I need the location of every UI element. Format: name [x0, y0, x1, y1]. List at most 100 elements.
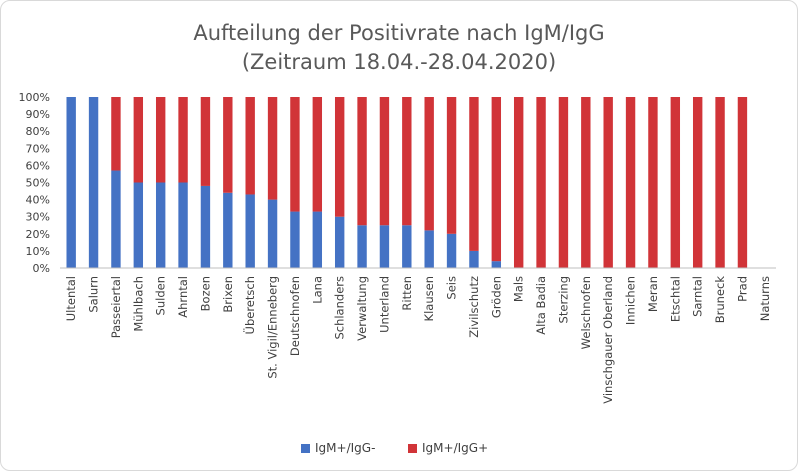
legend-label: IgM+/IgG+: [422, 441, 488, 455]
y-tick-label: 90%: [26, 108, 50, 121]
bar-segment-igg-pos: [155, 97, 166, 183]
x-tick-label: Überetsch: [241, 276, 257, 334]
x-tick-label: Zivilschutz: [467, 276, 481, 338]
bar-segment-igg-neg: [357, 225, 367, 268]
x-tick-label: St. Vigil/Enneberg: [266, 276, 280, 379]
y-tick-label: 30%: [26, 211, 50, 224]
bar-segment-igg-pos: [446, 97, 457, 234]
chart-subtitle: (Zeitraum 18.04.-28.04.2020): [242, 50, 556, 74]
bar-segment-igg-neg: [88, 97, 99, 268]
y-tick-label: 0%: [33, 262, 50, 275]
chart-title: Aufteilung der Positivrate nach IgM/IgG: [193, 21, 604, 45]
bar-segment-igg-neg: [245, 194, 255, 268]
bar-segment-igg-pos: [379, 97, 390, 226]
x-tick-label: Prad: [735, 276, 749, 302]
y-tick-label: 40%: [26, 194, 50, 207]
bar-segment-igg-neg: [379, 225, 390, 268]
bar-segment-igg-neg: [66, 97, 76, 268]
x-tick-label: Ultental: [64, 276, 78, 321]
bar-segment-igg-pos: [133, 97, 144, 183]
x-tick-label: Deutschnofen: [288, 276, 302, 356]
bar-segment-igg-pos: [648, 97, 658, 268]
x-tick-label: Alta Badia: [534, 276, 548, 335]
bar-segment-igg-pos: [469, 97, 479, 251]
x-tick-label: Salurn: [87, 276, 101, 313]
x-tick-label: Sulden: [154, 276, 168, 315]
bar-segment-igg-pos: [491, 97, 502, 262]
y-tick-label: 20%: [26, 228, 50, 241]
x-tick-label: Etschtal: [668, 276, 682, 322]
y-tick-label: 70%: [26, 142, 50, 155]
bar-segment-igg-pos: [603, 97, 613, 268]
bar-segment-igg-neg: [402, 225, 412, 268]
bar-segment-igg-neg: [312, 211, 323, 268]
bar-segment-igg-pos: [692, 97, 703, 268]
x-tick-label: Welschnofen: [579, 276, 593, 349]
x-tick-label: Innichen: [624, 276, 638, 325]
bar-segment-igg-neg: [290, 211, 300, 268]
bar-segment-igg-neg: [446, 233, 457, 268]
bar-segment-igg-neg: [111, 170, 121, 268]
bar-segment-igg-pos: [625, 97, 636, 268]
x-tick-label: Verwaltung: [355, 276, 369, 341]
bar-segment-igg-pos: [558, 97, 569, 268]
x-tick-label: Bozen: [198, 276, 212, 311]
bar-segment-igg-pos: [178, 97, 188, 183]
x-tick-label: Naturns: [758, 276, 772, 321]
bar-segment-igg-neg: [178, 182, 188, 268]
bar-segment-igg-pos: [513, 97, 524, 268]
x-tick-label: Ritten: [400, 276, 414, 311]
bar-segment-igg-pos: [245, 97, 255, 195]
x-tick-label: Klausen: [422, 276, 436, 321]
x-tick-label: Lana: [310, 276, 324, 304]
x-tick-label: Mals: [512, 276, 526, 302]
bar-segment-igg-pos: [737, 97, 748, 268]
x-tick-label: Sterzing: [556, 276, 570, 323]
bar-segment-igg-pos: [670, 97, 681, 268]
bar-segment-igg-pos: [357, 97, 367, 226]
bar-segment-igg-neg: [469, 250, 479, 268]
x-tick-label: Unterland: [377, 276, 391, 333]
bar-segment-igg-pos: [334, 97, 345, 217]
bar-segment-igg-pos: [402, 97, 412, 226]
bar-segment-igg-pos: [111, 97, 121, 171]
bar-segment-igg-neg: [223, 192, 233, 268]
bar-segment-igg-pos: [312, 97, 323, 212]
bar-segment-igg-neg: [267, 199, 278, 268]
legend-label: IgM+/IgG-: [315, 441, 375, 455]
legend-swatch: [408, 444, 417, 453]
y-tick-label: 100%: [19, 91, 50, 104]
y-axis: 0% 10% 20% 30% 40% 50% 60% 70% 80% 90% 100%: [19, 91, 50, 275]
bar-segment-igg-neg: [334, 216, 345, 268]
legend-swatch: [301, 444, 310, 453]
y-tick-label: 10%: [26, 245, 50, 258]
x-tick-label: Ahrntal: [176, 276, 190, 318]
x-tick-label: Schlanders: [333, 276, 347, 340]
x-tick-label: Brixen: [221, 276, 235, 313]
y-tick-label: 50%: [26, 177, 50, 190]
bar-segment-igg-neg: [200, 185, 211, 268]
bar-segment-igg-pos: [290, 97, 300, 212]
bar-segment-igg-pos: [223, 97, 233, 193]
x-tick-label: Sarntal: [691, 276, 705, 317]
bar-segment-igg-neg: [133, 182, 144, 268]
y-tick-label: 60%: [26, 159, 50, 172]
y-tick-label: 80%: [26, 125, 50, 138]
bar-segment-igg-pos: [581, 97, 591, 268]
bar-segment-igg-pos: [267, 97, 278, 200]
bar-segment-igg-pos: [200, 97, 211, 186]
x-tick-label: Vinschgauer Oberland: [601, 276, 615, 404]
legend: IgM+/IgG- IgM+/IgG+: [301, 441, 488, 455]
x-tick-label: Passeiertal: [109, 276, 123, 338]
x-tick-label: Gröden: [489, 276, 503, 318]
x-tick-label: Seis: [445, 276, 459, 300]
bar-segment-igg-pos: [536, 97, 546, 268]
bar-segment-igg-neg: [491, 261, 502, 268]
bar-segment-igg-neg: [155, 182, 166, 268]
x-tick-label: Meran: [646, 276, 660, 312]
bar-segment-igg-neg: [424, 230, 434, 268]
bar-segment-igg-pos: [424, 97, 434, 231]
x-tick-label: Mühlbach: [131, 276, 145, 332]
